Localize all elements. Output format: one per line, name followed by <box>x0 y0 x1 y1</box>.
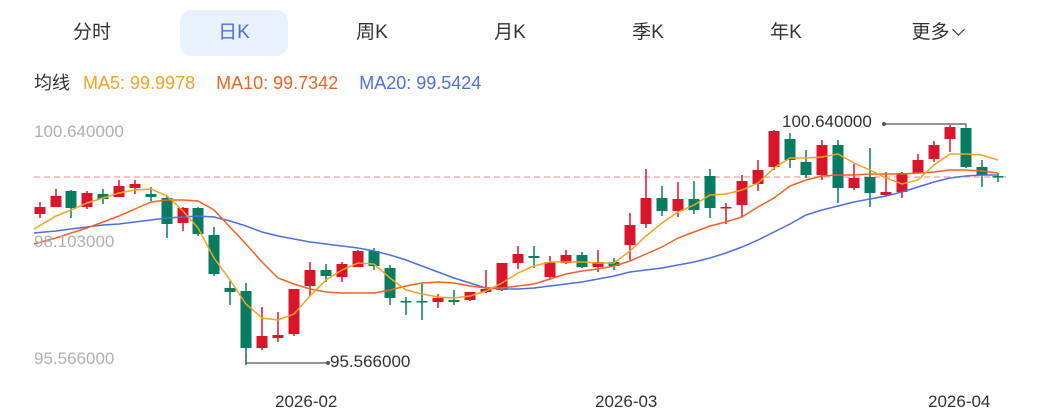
candle-body <box>832 145 844 188</box>
x-tick-apr: 2026-04 <box>928 392 991 411</box>
candle-body <box>448 300 460 302</box>
min-leader-line <box>245 354 328 364</box>
ma10-value: MA10: 99.7342 <box>216 73 339 93</box>
tab-6[interactable]: 更多 <box>892 10 982 56</box>
tab-4[interactable]: 季K <box>608 10 688 56</box>
ma-legend: 均线 MA5: 99.9978 MA10: 99.7342 MA20: 99.5… <box>34 70 497 96</box>
max-price-annotation: 100.640000 <box>782 112 872 131</box>
candle-body <box>944 127 956 139</box>
candle-body <box>608 262 620 266</box>
candle-body <box>560 255 572 263</box>
tab-label: 年K <box>770 22 802 43</box>
period-tabs: 分时 日K 周K 月K 季K 年K 更多 <box>0 10 1040 56</box>
tab-0[interactable]: 分时 <box>52 10 132 56</box>
y-tick-high: 100.640000 <box>34 122 124 141</box>
candle-body <box>640 198 652 224</box>
tab-1[interactable]: 日K <box>180 10 288 56</box>
candle-body <box>224 288 236 292</box>
tab-label: 日K <box>218 22 250 43</box>
ma5-value: MA5: 99.9978 <box>83 73 196 93</box>
y-tick-mid: 98.103000 <box>34 232 115 251</box>
tab-label: 季K <box>632 22 664 43</box>
candle-body <box>864 177 876 193</box>
candle-body <box>768 131 780 167</box>
candle-body <box>65 191 77 208</box>
candle-body <box>400 301 412 303</box>
tab-label: 更多 <box>911 22 950 43</box>
candle-body <box>960 128 972 167</box>
candle-body <box>352 251 364 267</box>
min-leader-dot <box>326 361 330 365</box>
tab-3[interactable]: 月K <box>470 10 550 56</box>
tab-label: 周K <box>356 22 388 43</box>
max-leader-dot <box>882 122 886 126</box>
candle-body <box>320 270 332 276</box>
candle-body <box>720 207 732 209</box>
candle-body <box>240 291 252 348</box>
candle-body <box>816 145 828 175</box>
candle-body <box>512 254 524 263</box>
candle-body <box>752 170 764 184</box>
y-tick-low: 95.566000 <box>34 349 115 368</box>
candle-body <box>113 186 125 197</box>
candle-body <box>208 235 220 274</box>
candle-body <box>97 194 109 199</box>
ma20-value: MA20: 99.5424 <box>359 73 482 93</box>
ma5-line <box>33 153 999 321</box>
candle-body <box>34 207 46 214</box>
candle-body <box>544 262 556 277</box>
ma20-line <box>33 174 998 290</box>
candle-body <box>896 173 908 192</box>
min-price-annotation: 95.566000 <box>330 352 411 371</box>
candle-body <box>624 225 636 245</box>
candle-body <box>880 192 892 195</box>
candle-body <box>528 256 540 258</box>
candle-body <box>192 208 204 234</box>
candle-body <box>592 262 604 267</box>
tab-5[interactable]: 年K <box>746 10 826 56</box>
candle-body <box>928 145 940 159</box>
candle-body <box>912 160 924 173</box>
tab-label: 月K <box>494 22 526 43</box>
candle-body <box>256 336 268 348</box>
candle-body <box>800 162 812 175</box>
candle-body <box>272 335 284 338</box>
candle-body <box>672 199 684 211</box>
candle-body <box>496 263 508 290</box>
candle-body <box>432 298 444 302</box>
x-tick-feb: 2026-02 <box>275 392 338 411</box>
candle-body <box>129 184 141 188</box>
candle-body <box>656 198 668 211</box>
candle-body <box>145 194 157 197</box>
candle-body <box>848 178 860 188</box>
candle-body <box>704 176 716 208</box>
ma-label: 均线 <box>34 73 70 93</box>
x-tick-mar: 2026-03 <box>595 392 658 411</box>
tab-2[interactable]: 周K <box>332 10 412 56</box>
candle-body <box>416 301 428 303</box>
max-leader-line <box>884 123 967 128</box>
candle-body <box>288 289 300 334</box>
candle-body <box>161 198 173 224</box>
candle-body <box>177 208 189 223</box>
candle-body <box>784 139 796 160</box>
candle-body <box>50 196 62 207</box>
candle-body <box>992 176 1004 178</box>
candle-body <box>304 270 316 286</box>
candle-body <box>576 255 588 267</box>
candle-body <box>368 251 380 266</box>
candle-body <box>384 268 396 298</box>
ma10-line <box>33 169 999 294</box>
tab-label: 分时 <box>72 22 111 43</box>
candle-body <box>81 193 93 207</box>
candle-body <box>736 181 748 205</box>
